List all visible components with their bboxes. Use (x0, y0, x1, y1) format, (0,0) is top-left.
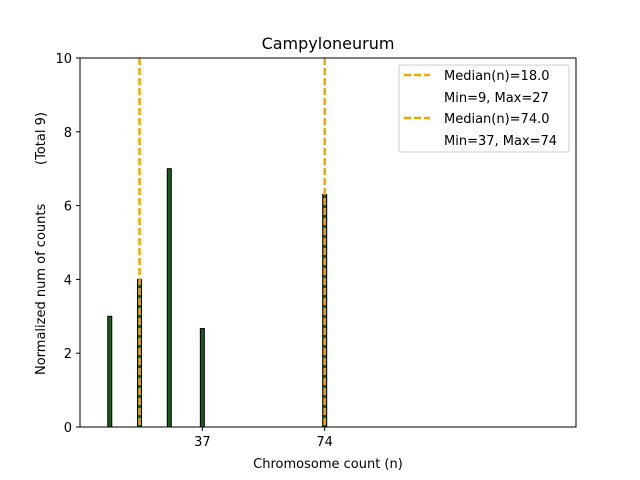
y-tick-label-2: 4 (64, 273, 72, 288)
y-tick-label-3: 6 (64, 200, 72, 215)
legend: Median(n)=18.0 Min=9, Max=27 Median(n)=7… (398, 64, 570, 153)
y-tick-label-0: 0 (64, 421, 72, 436)
legend-median-1-label: Median(n)=18.0 (444, 69, 550, 84)
x-tick-label-1: 74 (316, 435, 333, 450)
legend-range-2-label: Min=37, Max=74 (444, 134, 557, 149)
x-tick-label-0: 37 (194, 435, 211, 450)
y-axis-label-total: (Total 9) (34, 112, 49, 165)
legend-box (398, 64, 570, 153)
y-tick-label-1: 2 (64, 347, 72, 362)
y-tick-label-5: 10 (55, 52, 72, 67)
y-axis-label: Normalized num of counts (34, 204, 49, 375)
bar-3 (199, 327, 205, 428)
bar-2 (166, 168, 172, 428)
x-axis-label: Chromosome count (n) (253, 457, 403, 472)
plot-frame (79, 57, 577, 428)
chart-title: Campyloneurum (262, 34, 395, 53)
y-axis-ticks: 0 2 4 6 8 10 (55, 52, 80, 436)
legend-median-2-label: Median(n)=74.0 (444, 112, 550, 127)
legend-range-1-label: Min=9, Max=27 (444, 91, 549, 106)
bar-0 (107, 315, 113, 428)
x-axis-ticks: 37 74 (194, 427, 333, 450)
y-tick-label-4: 8 (64, 126, 72, 141)
